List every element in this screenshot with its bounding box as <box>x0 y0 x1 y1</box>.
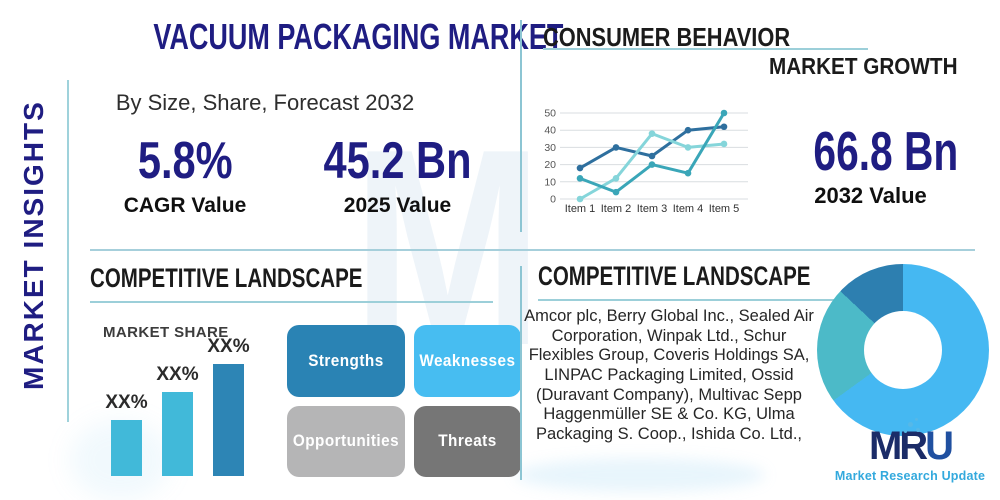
svg-text:Item 4: Item 4 <box>673 203 704 215</box>
svg-text:0: 0 <box>550 194 556 206</box>
mru-logo-text: MRU <box>869 418 954 466</box>
consumer-behavior-underline <box>543 48 868 50</box>
bar-3-label: XX% <box>207 336 250 357</box>
swot-threats-label: Threats <box>438 431 497 451</box>
svg-text:30: 30 <box>544 142 556 154</box>
swot-weaknesses-box: Weaknesses <box>413 325 521 397</box>
svg-text:Item 1: Item 1 <box>565 203 596 215</box>
mru-logo: MRU Market Research Update <box>828 418 992 483</box>
donut-hole <box>864 311 942 389</box>
competitive-landscape-left-underline <box>90 301 493 303</box>
swot-opportunities-label: Opportunities <box>292 431 400 451</box>
watermark-blob <box>515 458 765 492</box>
mru-logo-tagline: Market Research Update <box>834 469 986 483</box>
bar-3-rect <box>213 364 244 476</box>
swot-grid: Strengths Weaknesses Opportunities Threa… <box>287 325 521 477</box>
market-growth-title: MARKET GROWTH <box>769 53 958 79</box>
value-2032-stat: 66.8 Bn 2032 Value <box>788 120 959 209</box>
vertical-market-insights-label: MARKET INSIGHTS <box>18 100 49 390</box>
svg-text:10: 10 <box>544 176 556 188</box>
page-title: VACUUM PACKAGING MARKET <box>153 16 564 57</box>
left-divider-line <box>67 80 69 422</box>
cagr-label: CAGR Value <box>123 194 247 217</box>
svg-text:50: 50 <box>544 108 556 120</box>
competitive-landscape-right-title: COMPETITIVE LANDSCAPE <box>538 261 811 291</box>
value-2032-label: 2032 Value <box>814 183 927 208</box>
consumer-behavior-title: CONSUMER BEHAVIOR <box>543 22 791 52</box>
bar-1-rect <box>111 420 142 476</box>
swot-threats-box: Threats <box>413 405 521 477</box>
competitive-landscape-right-underline <box>538 299 838 301</box>
logo-bubble-icon <box>915 418 919 421</box>
market-growth-line-chart: 0 10 20 30 40 50 Item 1 Item 2 Item 3 Item 4 Item … <box>528 100 760 220</box>
market-share-label: MARKET SHARE <box>103 324 229 341</box>
bar-2-label: XX% <box>156 364 199 385</box>
svg-text:Item 5: Item 5 <box>709 203 740 215</box>
market-share-donut-chart <box>817 264 989 436</box>
value-2025: 45.2 Bn <box>323 132 472 190</box>
logo-bubble-icon <box>916 428 921 432</box>
logo-bubble-icon <box>904 430 908 433</box>
horizontal-divider <box>90 249 975 251</box>
value-2032: 66.8 Bn <box>813 120 959 182</box>
line-chart-svg: 0 10 20 30 40 50 Item 1 Item 2 Item 3 Item 4 Item … <box>544 108 748 215</box>
svg-text:20: 20 <box>544 159 556 171</box>
bar-2-rect <box>162 392 193 476</box>
bar-1-label: XX% <box>105 392 148 413</box>
swot-opportunities-box: Opportunities <box>287 405 405 477</box>
swot-strengths-box: Strengths <box>287 325 405 397</box>
market-share-bar-chart: XX% XX% XX% <box>100 335 265 476</box>
page-subtitle: By Size, Share, Forecast 2032 <box>115 90 415 115</box>
cagr-value: 5.8% <box>137 132 233 190</box>
svg-text:Item 3: Item 3 <box>637 203 668 215</box>
top-section-divider <box>520 20 522 232</box>
swot-strengths-label: Strengths <box>308 350 384 370</box>
svg-text:Item 2: Item 2 <box>601 203 632 215</box>
companies-list: Amcor plc, Berry Global Inc., Sealed Air… <box>524 307 814 443</box>
logo-bubble-icon <box>908 422 914 427</box>
svg-text:40: 40 <box>544 125 556 137</box>
value-2025-label: 2025 Value <box>343 194 452 217</box>
swot-weaknesses-label: Weaknesses <box>419 350 516 370</box>
competitive-landscape-left-title: COMPETITIVE LANDSCAPE <box>90 263 363 293</box>
value-2025-stat: 45.2 Bn 2025 Value <box>305 135 490 218</box>
bottom-section-divider <box>520 266 522 480</box>
cagr-stat: 5.8% CAGR Value <box>100 135 270 218</box>
